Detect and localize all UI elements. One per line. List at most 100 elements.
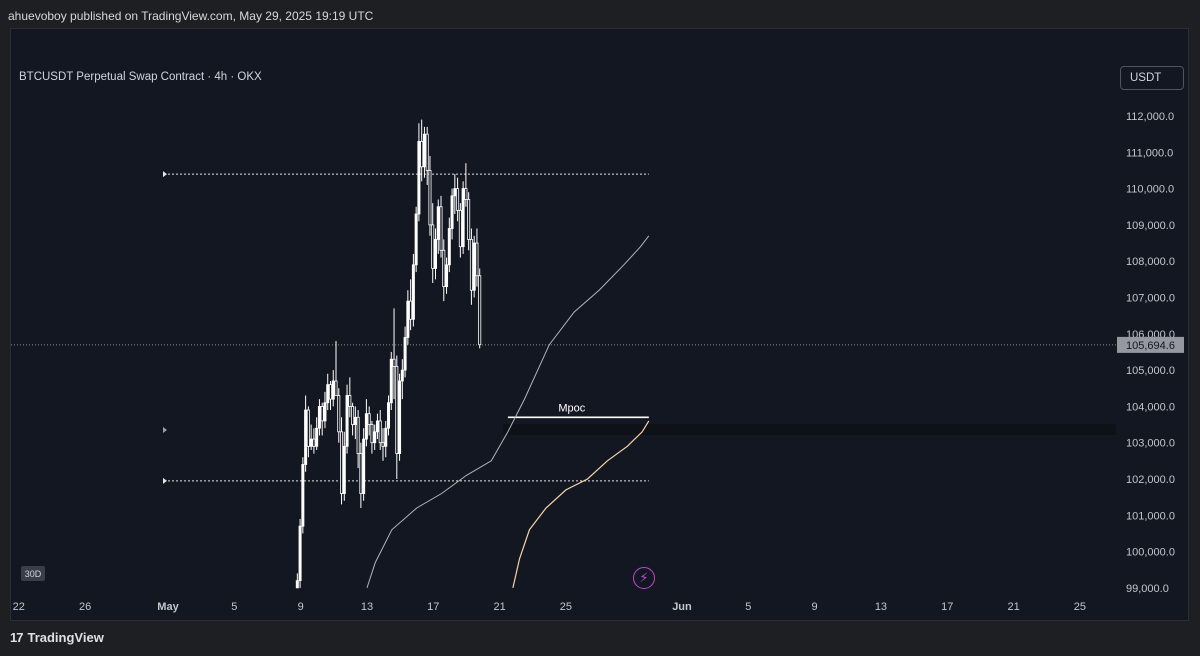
x-tick-label: 25: [1074, 601, 1086, 613]
lightning-icon[interactable]: ⚡: [633, 567, 655, 589]
band-marker: [163, 427, 167, 433]
candle-body: [450, 195, 454, 229]
candle-43: [414, 206, 418, 273]
x-tick-label: 9: [812, 601, 818, 613]
candle-body: [309, 438, 313, 447]
candle-55: [447, 217, 451, 273]
candle-body: [467, 199, 471, 240]
candle-36: [395, 355, 399, 479]
candle-63: [469, 228, 473, 305]
candle-body: [392, 358, 396, 367]
candle-body: [464, 188, 468, 200]
tradingview-logo-icon: 17: [10, 630, 24, 645]
candle-body: [447, 228, 451, 266]
x-tick-label: 9: [298, 601, 304, 613]
ma-slow-line: [512, 420, 650, 589]
candle-body: [364, 413, 368, 440]
x-tick-label: 13: [875, 601, 887, 613]
volume-profile-band: [503, 424, 1116, 435]
candle-14: [334, 341, 338, 396]
candle-body: [328, 384, 332, 400]
candle-body: [406, 300, 410, 338]
candle-47: [425, 126, 429, 185]
candle-body: [306, 409, 310, 447]
candle-body: [472, 242, 476, 291]
candle-body: [353, 416, 357, 425]
candle-16: [340, 417, 344, 505]
candle-body: [304, 409, 308, 465]
candle-23: [359, 442, 363, 509]
candle-body: [414, 213, 418, 266]
candle-12: [328, 380, 332, 411]
candle-29: [375, 413, 379, 440]
candle-31: [381, 428, 385, 461]
candle-body: [375, 420, 379, 433]
candle-39: [403, 326, 407, 378]
candle-32: [384, 420, 388, 458]
candle-body: [323, 402, 327, 422]
y-tick-label: 107,000.0: [1126, 293, 1175, 305]
candle-body: [334, 380, 338, 396]
candle-body: [317, 405, 321, 429]
candle-body: [475, 242, 479, 277]
tradingview-logo[interactable]: 17 TradingView: [10, 630, 104, 645]
candle-49: [431, 203, 435, 283]
candle-body: [389, 358, 393, 404]
candle-body: [409, 300, 413, 320]
candle-46: [422, 126, 426, 178]
x-tick-label: 17: [427, 601, 439, 613]
chart-pane[interactable]: [10, 28, 1189, 621]
candle-22: [356, 410, 360, 469]
candle-18: [345, 384, 349, 454]
candle-body: [367, 413, 371, 425]
currency-button[interactable]: USDT: [1120, 66, 1184, 90]
candle-body: [312, 438, 316, 447]
x-tick-label: 22: [13, 601, 25, 613]
candle-50: [433, 228, 437, 280]
y-tick-label: 102,000.0: [1126, 474, 1175, 486]
candle-body: [373, 431, 377, 444]
brand-name: TradingView: [27, 630, 104, 645]
candle-44: [417, 123, 421, 222]
candle-body: [356, 416, 360, 454]
candle-58: [456, 177, 460, 222]
candle-body: [342, 445, 346, 494]
candle-body: [445, 264, 449, 288]
candle-body: [431, 224, 435, 269]
candle-body: [331, 380, 335, 400]
candle-body: [398, 380, 402, 454]
candle-body: [469, 239, 473, 291]
x-tick-label: 5: [231, 601, 237, 613]
candle-54: [445, 257, 449, 294]
candle-5: [309, 424, 313, 450]
candle-11: [326, 373, 330, 411]
candle-body: [359, 453, 363, 494]
candle-37: [398, 373, 402, 461]
candle-body: [387, 402, 391, 429]
candle-body: [378, 420, 382, 444]
candle-42: [411, 253, 415, 327]
candle-24: [362, 428, 366, 501]
candle-body: [395, 366, 399, 454]
candle-body: [411, 264, 415, 320]
candle-52: [439, 195, 443, 258]
candle-7: [315, 417, 319, 450]
y-tick-label: 100,000.0: [1126, 547, 1175, 559]
y-tick-label: 101,000.0: [1126, 510, 1175, 522]
candle-body: [295, 580, 299, 589]
candle-body: [320, 405, 324, 422]
candle-51: [436, 199, 440, 254]
candle-41: [409, 279, 413, 331]
candle-59: [458, 203, 462, 258]
candle-57: [453, 174, 457, 215]
candle-19: [348, 377, 352, 418]
candle-body: [345, 395, 349, 447]
period-badge[interactable]: 30D: [21, 566, 45, 581]
candle-35: [392, 308, 396, 400]
candle-body: [351, 405, 355, 425]
candle-28: [373, 424, 377, 450]
candle-6: [312, 428, 316, 454]
x-tick-label: 5: [745, 601, 751, 613]
candle-body: [403, 337, 407, 371]
